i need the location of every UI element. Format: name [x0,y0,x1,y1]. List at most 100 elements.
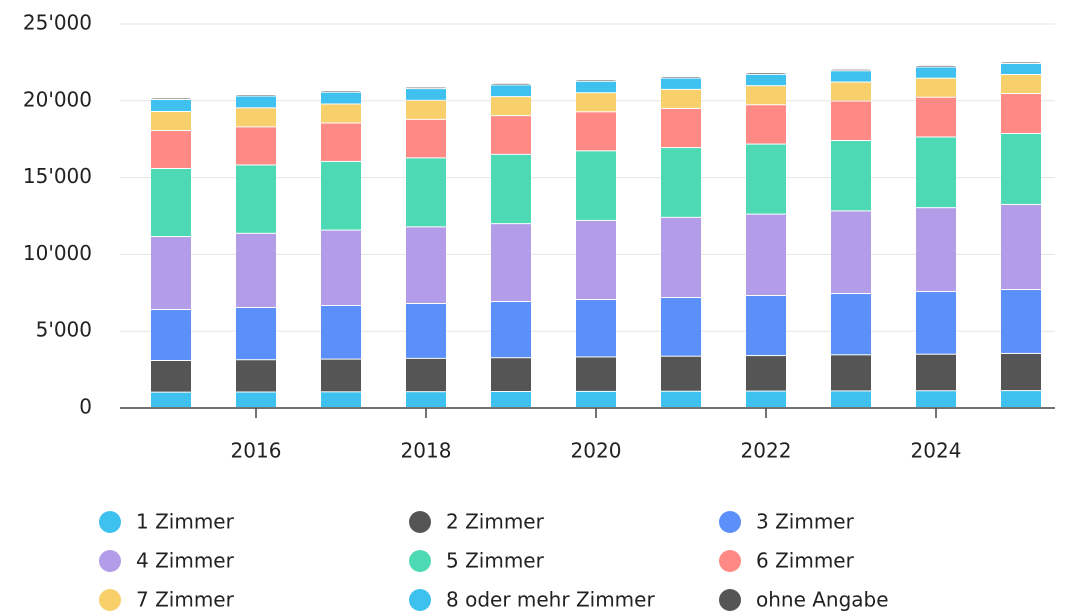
bar-segment [1001,204,1041,290]
y-tick-label: 20'000 [23,87,92,111]
legend-label: 4 Zimmer [136,549,235,573]
bar-segment [321,92,361,104]
bar-segment [576,220,616,300]
legend-swatch [409,511,431,533]
bar-segment [236,233,276,308]
bar-segment [1001,74,1041,94]
bar-segment [1001,63,1041,74]
bar-segment [661,78,701,89]
x-tick-label: 2018 [401,439,452,463]
bar-segment [151,98,191,100]
bar-segment [236,94,276,96]
bar-segment [151,131,191,168]
bar-segment [491,85,531,97]
bar-segment [406,304,446,358]
x-tick-label: 2016 [231,439,282,463]
legend-swatch [99,589,121,611]
bar-segment [321,359,361,392]
bar-segment [1001,62,1041,63]
bar-segment [406,227,446,304]
y-tick-label: 5'000 [36,318,92,342]
bar-segment [831,82,871,101]
bar-segment [831,211,871,294]
bar-segment [831,294,871,355]
bar-segment [321,161,361,230]
bar-segment [491,83,531,85]
bar-segment [236,127,276,165]
bar-segment [236,308,276,360]
bar-segment [831,141,871,211]
bar-segment [151,392,191,407]
bar-segment [576,93,616,112]
legend-label: 5 Zimmer [446,549,545,573]
bar-segment [576,391,616,407]
legend-label: 3 Zimmer [756,510,855,534]
bar-segment [831,71,871,82]
bar-segment [916,391,956,407]
bar-segment [406,358,446,392]
bar-segment [916,78,956,97]
legend-swatch [99,550,121,572]
bar-segment [916,67,956,78]
bar-segment [236,165,276,233]
bar-segment [661,89,701,108]
bar-segment [661,298,701,356]
legend-label: 1 Zimmer [136,510,235,534]
bar-segment [746,86,786,105]
bar-segment [491,224,531,302]
bar-segment [746,214,786,296]
bar-segment [406,158,446,227]
legend-swatch [719,550,741,572]
bar-segment [661,391,701,407]
bar-segment [661,148,701,217]
bar-segment [916,97,956,137]
bar-segment [151,168,191,237]
legend-swatch [409,550,431,572]
bar-segment [916,137,956,208]
bar-segment [661,76,701,78]
legend-swatch [409,589,431,611]
bar-segment [746,73,786,74]
y-tick-label: 10'000 [23,241,92,265]
x-tick-label: 2022 [741,439,792,463]
bar-segment [576,112,616,151]
bar-segment [321,123,361,161]
bar-segment [661,217,701,298]
legend-swatch [99,511,121,533]
bar-segment [831,69,871,71]
bar-segment [1001,353,1041,391]
bar-segment [576,357,616,391]
bar-segment [321,230,361,306]
bar-segment [661,108,701,148]
bar-segment [236,360,276,392]
legend-label: 8 oder mehr Zimmer [446,588,655,612]
bar-segment [1001,290,1041,353]
bar-segment [406,89,446,100]
x-tick-label: 2024 [911,439,962,463]
bar-segment [491,97,531,116]
bar-segment [406,87,446,89]
bar-segment [406,100,446,119]
bar-segment [746,391,786,407]
legend-label: 2 Zimmer [446,510,545,534]
bar-segment [916,292,956,354]
bar-segment [916,354,956,391]
bar-segment [491,154,531,224]
bar-segment [831,101,871,141]
bar-segment [151,360,191,392]
bar-segment [236,392,276,407]
legend-label: 6 Zimmer [756,549,855,573]
bar-segment [746,105,786,144]
bar-segment [236,96,276,108]
bar-segment [661,356,701,391]
bar-segment [406,392,446,407]
y-tick-label: 0 [79,395,92,419]
legend-label: ohne Angabe [756,588,889,612]
legend-label: 7 Zimmer [136,588,235,612]
bar-segment [576,80,616,81]
bar-segment [831,391,871,407]
bar-segment [831,355,871,391]
bar-segment [746,356,786,391]
bar-segment [576,151,616,220]
